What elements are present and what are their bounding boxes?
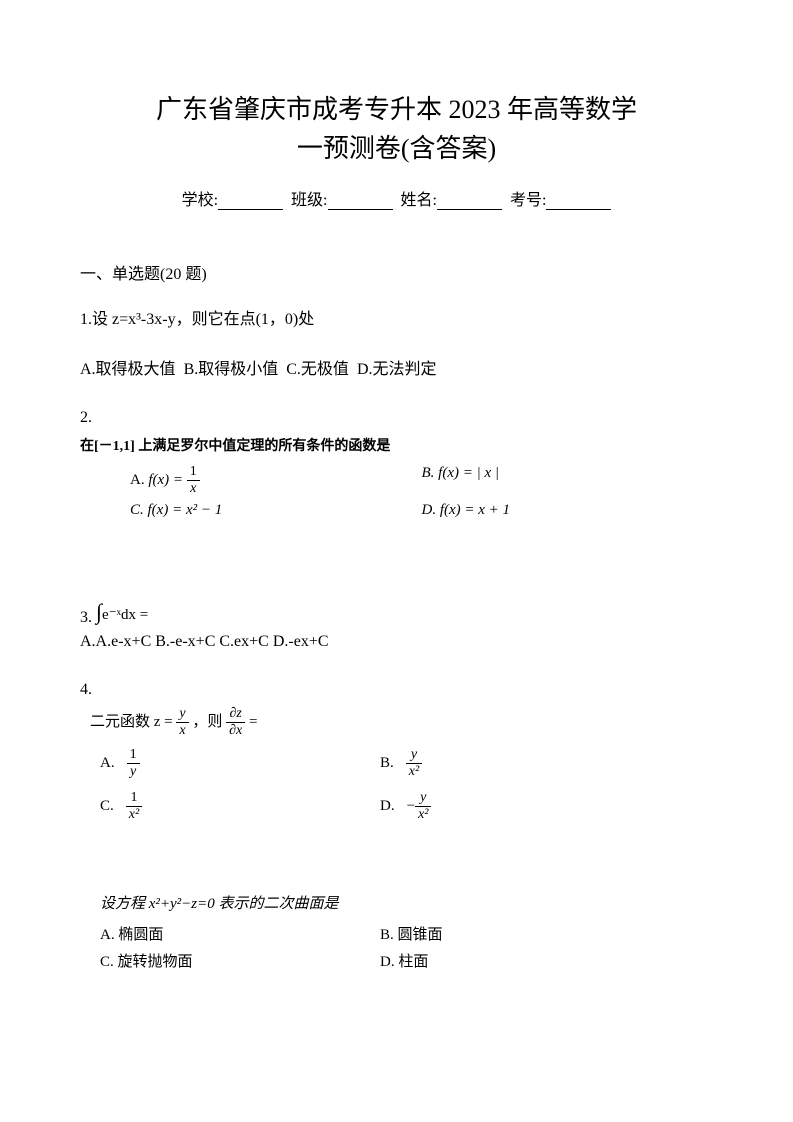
q3-integral: ∫e⁻ˣdx = xyxy=(96,599,148,625)
q4-c-num: 1 xyxy=(126,791,142,807)
name-label: 姓名: xyxy=(401,192,437,209)
q4-opt-b: B. y x² xyxy=(380,748,713,779)
title-line-1: 广东省肇庆市成考专升本 2023 年高等数学 xyxy=(80,90,713,129)
q4-c-den: x² xyxy=(126,807,142,822)
q4-a-den: y xyxy=(127,764,140,779)
q4-partial-den: ∂x xyxy=(226,723,245,738)
q5-opt-c: C. 旋转抛物面 xyxy=(100,950,380,971)
q4-stem: 二元函数 z = y x ，则 ∂z ∂x = xyxy=(80,707,713,738)
school-blank[interactable] xyxy=(218,192,283,210)
q2-a-fx: f(x) = xyxy=(148,472,186,488)
exam-no-blank[interactable] xyxy=(546,192,611,210)
q4-c-label: C. xyxy=(100,798,114,815)
name-blank[interactable] xyxy=(437,192,502,210)
q4-opt-c: C. 1 x² xyxy=(100,791,380,822)
section-1-header: 一、单选题(20 题) xyxy=(80,260,713,284)
q4-d-den: x² xyxy=(415,807,431,822)
q2-opt-a: A. f(x) = 1 x xyxy=(130,465,422,496)
q4-opt-d: D. − y x² xyxy=(380,791,713,822)
q1-opt-d: D.无法判定 xyxy=(357,361,437,378)
q2-number: 2. xyxy=(80,409,713,427)
q4-stem-mid: ，则 xyxy=(192,714,222,730)
q4-stem-prefix: 二元函数 z = xyxy=(90,714,176,730)
q4-a-label: A. xyxy=(100,755,115,772)
q4-d-frac: y x² xyxy=(415,791,431,822)
q4-stem-partial: ∂z ∂x xyxy=(226,707,245,738)
q4-d-label: D. xyxy=(380,798,395,815)
q5-opt-a: A. 椭圆面 xyxy=(100,923,380,944)
q5-opt-b: B. 圆锥面 xyxy=(380,923,713,944)
q4-options: A. 1 y B. y x² C. 1 x² D. − y x² xyxy=(80,748,713,822)
q4-b-frac: y x² xyxy=(406,748,422,779)
q5-opt-d: D. 柱面 xyxy=(380,950,713,971)
q4-a-num: 1 xyxy=(127,748,140,764)
class-blank[interactable] xyxy=(328,192,393,210)
q2-opt-c: C. f(x) = x² − 1 xyxy=(130,502,422,519)
question-3-line: 3. ∫e⁻ˣdx = xyxy=(80,599,713,627)
q4-d-num: y xyxy=(415,791,431,807)
q4-stem-frac-num: y xyxy=(176,707,188,723)
q4-opt-a: A. 1 y xyxy=(100,748,380,779)
q2-a-frac-num: 1 xyxy=(187,465,200,481)
q5-stem: 设方程 x²+y²−z=0 表示的二次曲面是 xyxy=(100,892,713,913)
q2-opt-d: D. f(x) = x + 1 xyxy=(422,502,714,519)
q4-b-den: x² xyxy=(406,764,422,779)
q1-opt-a: A.取得极大值 xyxy=(80,361,176,378)
q4-b-num: y xyxy=(406,748,422,764)
school-label: 学校: xyxy=(182,192,218,209)
q1-options: A.取得极大值 B.取得极小值 C.无极值 D.无法判定 xyxy=(80,355,713,379)
q2-a-label: A. xyxy=(130,472,145,488)
q3-number: 3. xyxy=(80,609,92,627)
q5-options: A. 椭圆面 B. 圆锥面 C. 旋转抛物面 D. 柱面 xyxy=(100,923,713,971)
q2-options: A. f(x) = 1 x B. f(x) = | x | C. f(x) = … xyxy=(80,465,713,519)
q1-stem: 1.设 z=x³-3x-y，则它在点(1，0)处 xyxy=(80,306,713,335)
q3-expr: e⁻ˣdx = xyxy=(102,607,148,623)
q4-stem-frac-den: x xyxy=(176,723,188,738)
question-1: 1.设 z=x³-3x-y，则它在点(1，0)处 xyxy=(80,306,713,335)
student-info-line: 学校: 班级: 姓名: 考号: xyxy=(80,186,713,210)
q4-stem-frac: y x xyxy=(176,707,188,738)
q4-stem-suffix: = xyxy=(249,714,257,730)
q3-options: A.A.e-x+C B.-e-x+C C.ex+C D.-ex+C xyxy=(80,633,713,651)
q4-number: 4. xyxy=(80,681,713,699)
document-title: 广东省肇庆市成考专升本 2023 年高等数学 一预测卷(含答案) xyxy=(80,90,713,168)
q2-a-frac-den: x xyxy=(187,481,200,496)
q4-partial-num: ∂z xyxy=(226,707,245,723)
class-label: 班级: xyxy=(291,192,327,209)
exam-no-label: 考号: xyxy=(510,192,546,209)
q4-b-label: B. xyxy=(380,755,394,772)
q2-a-frac: 1 x xyxy=(187,465,200,496)
q2-opt-b: B. f(x) = | x | xyxy=(422,465,714,496)
q4-d-prefix: − xyxy=(407,798,415,815)
q1-opt-c: C.无极值 xyxy=(286,361,349,378)
q1-opt-b: B.取得极小值 xyxy=(184,361,279,378)
q4-a-frac: 1 y xyxy=(127,748,140,779)
title-line-2: 一预测卷(含答案) xyxy=(80,129,713,168)
q4-c-frac: 1 x² xyxy=(126,791,142,822)
q2-stem: 在[－1,1] 上满足罗尔中值定理的所有条件的函数是 xyxy=(80,435,713,455)
question-5: 设方程 x²+y²−z=0 表示的二次曲面是 A. 椭圆面 B. 圆锥面 C. … xyxy=(80,892,713,971)
